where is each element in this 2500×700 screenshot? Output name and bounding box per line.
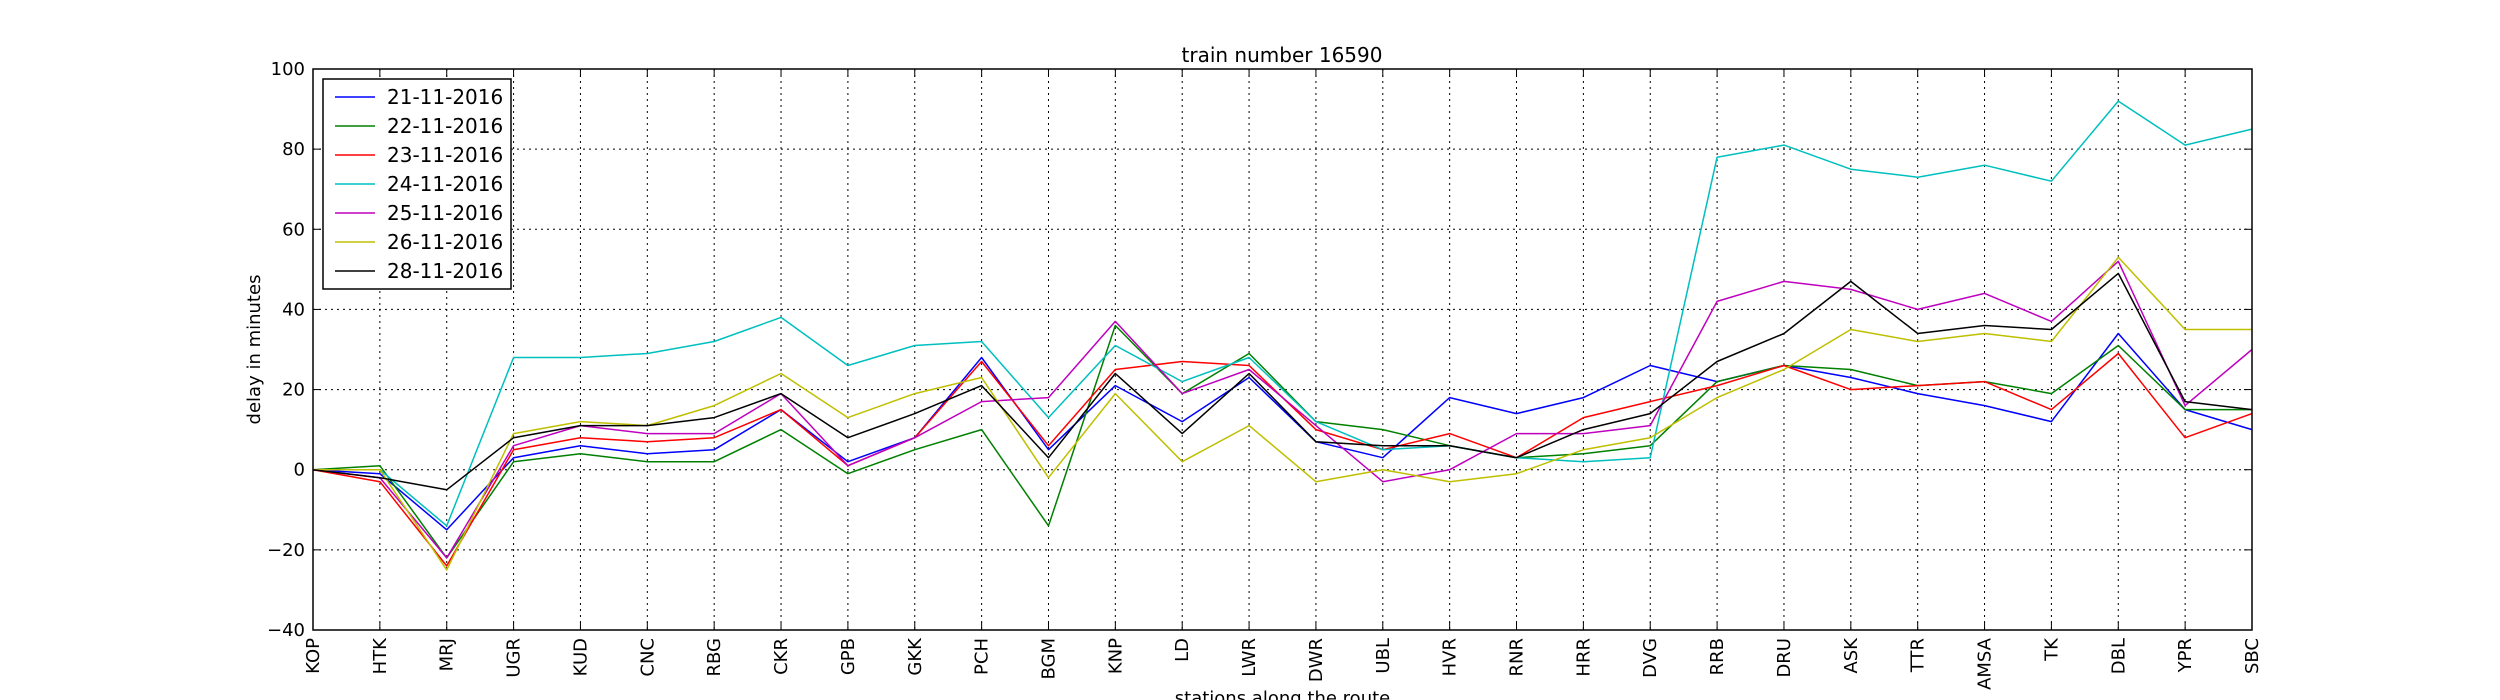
series-line-25-11-2016 [312,260,2253,559]
series-lines [312,100,2253,571]
y-tick-label: 20 [282,380,305,401]
y-tick-label: 80 [282,139,305,160]
x-tick-label: CNC [637,638,658,677]
x-tick-label: RNR [1507,638,1528,676]
series-line-22-11-2016 [312,324,2252,559]
y-tick-label: −20 [267,540,305,561]
y-tick-label: 40 [282,299,305,320]
x-tick-label: GKK [905,637,926,676]
legend-label: 28-11-2016 [387,259,503,283]
x-tick-label: LWR [1239,638,1260,677]
x-tick-label: DWR [1306,638,1327,682]
x-tick-label: RBG [704,638,725,677]
series-line-28-11-2016 [312,272,2253,491]
x-tick-label: CKR [771,638,792,675]
x-tick-label: KOP [303,638,324,674]
y-tick-label: 0 [294,460,305,481]
plot-frame [312,68,2253,631]
x-tick-label: UGR [504,638,525,678]
x-tick-label: GPB [838,638,859,675]
x-tick-label: YPR [2175,638,2196,673]
series-line-23-11-2016 [312,352,2253,567]
x-tick-label: UBL [1373,638,1394,674]
x-tick-label: LD [1172,638,1193,662]
x-tick-label: HRR [1573,638,1594,677]
legend-label: 26-11-2016 [387,230,503,254]
x-tick-label: ASK [1841,637,1862,674]
x-axis-ticks: KOP HTK MRJ UGR KUD CNC RBG CKR GPB GKK PCH BGM KNP L… [303,69,2263,690]
x-tick-label: HVR [1440,638,1461,676]
x-tick-label: KUD [570,638,591,676]
x-tick-label: PCH [972,638,993,675]
series-line-21-11-2016 [312,332,2253,531]
legend-label: 22-11-2016 [387,114,503,138]
series-line-26-11-2016 [313,256,2252,571]
legend-label: 24-11-2016 [387,172,503,196]
x-tick-label: AMSA [1975,637,1996,690]
grid [312,68,2253,631]
legend: 21-11-2016 22-11-2016 23-11-2016 24-11-2016… [322,78,512,290]
x-tick-label: RRB [1707,638,1728,675]
x-tick-label: DBL [2108,638,2129,674]
x-tick-label: MRJ [437,638,458,671]
series-line-24-11-2016 [313,100,2253,527]
x-tick-label: DVG [1640,638,1661,678]
legend-label: 25-11-2016 [387,201,503,225]
legend-box [322,78,512,290]
x-tick-label: TTR [1908,638,1929,673]
legend-label: 21-11-2016 [387,85,503,109]
chart-title: train number 16590 [1182,43,1383,67]
y-tick-label: 100 [271,59,305,80]
x-tick-label: HTK [370,637,391,675]
x-tick-label: BGM [1038,638,1059,680]
x-tick-label: KNP [1105,638,1126,674]
y-axis-label: delay in minutes [244,275,265,425]
legend-label: 23-11-2016 [387,143,503,167]
y-tick-label: 60 [282,219,305,240]
x-tick-label: DRU [1774,638,1795,678]
y-axis-ticks: −40 −20 0 20 40 60 80 100 [267,59,2252,641]
y-tick-label: −40 [267,620,305,641]
x-axis-label: stations along the route [1175,688,1390,700]
x-tick-label: TK [2041,637,2062,662]
x-tick-label: SBC [2242,638,2263,674]
